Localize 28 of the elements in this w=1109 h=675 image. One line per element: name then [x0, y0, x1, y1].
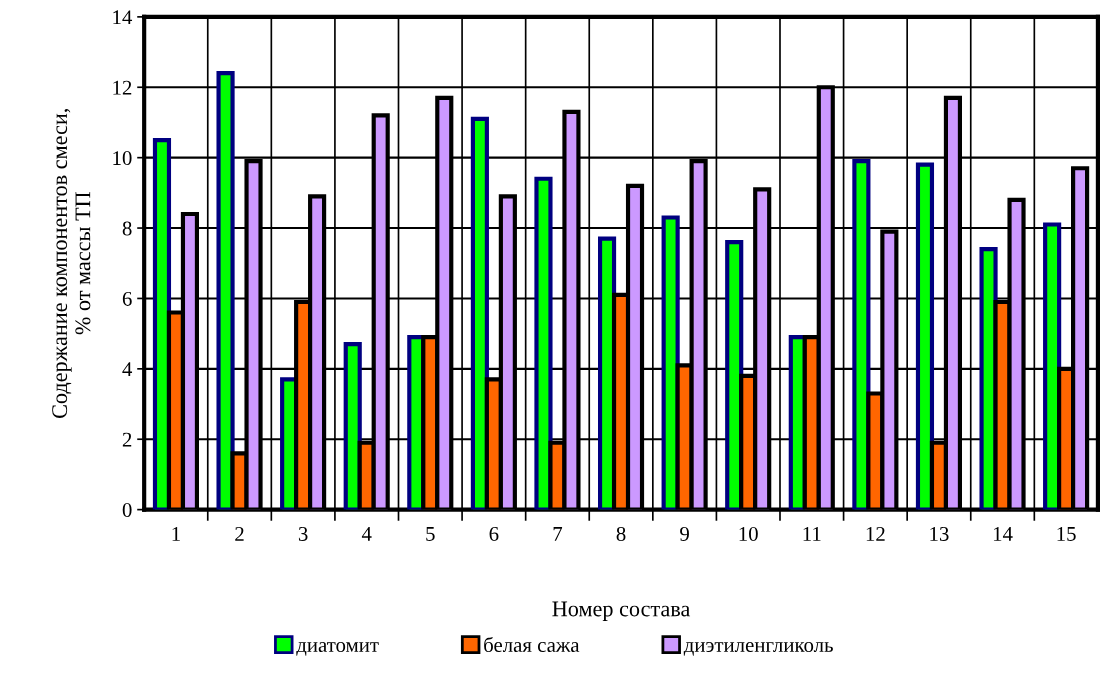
legend-label: диэтиленгликоль — [683, 642, 833, 656]
y-tick-label: 10 — [113, 151, 132, 166]
x-tick-label: 14 — [993, 526, 1013, 541]
x-tick-label: 8 — [616, 526, 626, 541]
y-tick-label: 14 — [113, 10, 133, 25]
x-tick-label: 13 — [930, 526, 949, 541]
y-axis-title: Содержание компонентов смеси, % от массы ТП — [52, 109, 91, 418]
x-tick-label: 4 — [361, 527, 372, 541]
x-tick-label: 5 — [426, 527, 435, 541]
y-tick-label: 4 — [122, 362, 133, 377]
x-tick-label: 15 — [1057, 526, 1076, 541]
legend-label: белая сажа — [484, 636, 580, 653]
x-tick-label: 12 — [866, 526, 885, 541]
x-tick-label: 1 — [172, 526, 180, 541]
x-tick-label: 2 — [235, 526, 244, 541]
x-axis-title: Номер состава — [552, 601, 691, 621]
y-tick-label: 6 — [122, 291, 132, 306]
x-tick-label: 6 — [489, 526, 499, 541]
x-tick-label: 7 — [553, 527, 563, 541]
y-tick-label: 2 — [122, 432, 132, 447]
y-tick-label: 0 — [122, 503, 132, 518]
x-tick-label: 10 — [739, 526, 758, 541]
y-tick-label: 12 — [113, 80, 132, 95]
y-tick-label: 8 — [122, 221, 132, 236]
x-tick-label: 11 — [803, 526, 821, 541]
x-tick-label: 9 — [680, 526, 689, 541]
legend-label: диатомит — [296, 642, 379, 656]
x-tick-label: 3 — [298, 526, 308, 541]
